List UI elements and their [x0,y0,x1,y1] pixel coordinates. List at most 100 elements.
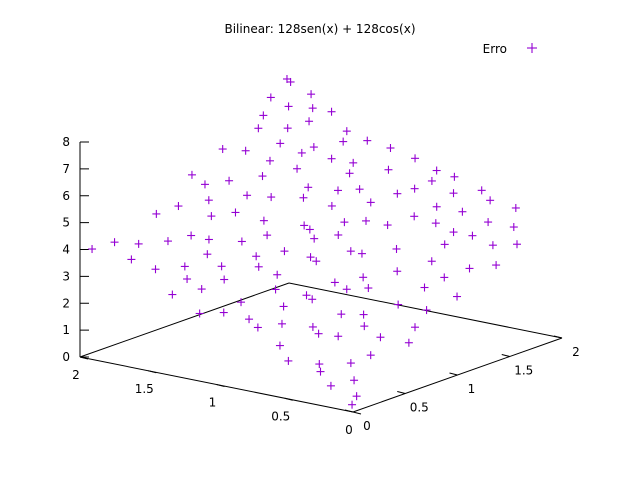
data-point [346,359,355,368]
data-point [440,273,449,282]
x-tick-label: 2 [72,368,80,382]
data-point [308,322,317,331]
data-point [265,156,274,165]
data-point [305,225,314,234]
y-tick-mark [449,372,458,376]
data-point [422,306,431,315]
data-point [306,253,315,262]
data-point [271,285,280,294]
data-point [225,176,234,185]
data-point [468,231,477,240]
data-point [492,261,501,270]
data-point [449,189,458,198]
data-point [168,290,177,299]
data-point [284,356,293,365]
z-tick-label: 1 [62,323,70,337]
data-point [259,111,268,120]
data-point [511,203,520,212]
data-point [427,176,436,185]
data-point [151,265,160,274]
base-back-edge-left [79,282,290,358]
data-point [187,231,196,240]
y-tick-label: 0 [363,419,371,433]
z-tick-label: 8 [62,135,70,149]
data-point [427,257,436,266]
data-point [237,298,246,307]
data-point [252,252,261,261]
legend-label: Erro [483,42,507,56]
data-point [366,351,375,360]
data-point [314,329,323,338]
data-point [245,315,254,324]
data-point [350,376,359,385]
data-point [309,143,318,152]
data-point [393,267,402,276]
data-point [263,231,272,240]
data-point [273,270,282,279]
z-tick-label: 0 [62,350,70,364]
x-tick-mark [216,384,225,387]
data-point [450,172,459,181]
data-point [362,216,370,225]
data-point [267,193,276,202]
data-point [88,245,97,254]
data-point [337,310,346,319]
data-point [348,400,357,409]
data-point [477,186,486,195]
data-point [352,392,361,401]
data-point [127,255,136,264]
data-point [218,145,227,154]
data-point [310,234,319,243]
data-point [355,185,364,194]
legend-marker [527,43,537,53]
data-point [110,238,119,247]
data-point [297,148,306,157]
legend: Erro [483,42,537,56]
x-tick-mark [352,411,362,415]
data-point [275,341,284,350]
data-point [432,202,441,211]
data-point [393,189,402,198]
data-point [327,201,336,210]
data-point [258,172,267,181]
data-point [243,191,252,200]
data-point [217,262,226,271]
data-point [359,310,368,319]
data-point [284,102,293,111]
y-tick-mark [344,409,354,413]
data-point [276,139,285,148]
data-point [449,228,458,237]
data-point [392,244,401,253]
data-point [187,170,196,179]
data-point [420,283,429,292]
data-point [411,154,420,163]
data-point [254,124,263,133]
data-point [134,239,143,248]
data-point [410,323,419,332]
data-point [231,208,240,217]
x-tick-label: 0 [345,423,353,437]
data-point [220,275,229,284]
data-point [404,338,413,347]
data-point [334,332,343,341]
data-point [333,186,342,195]
data-point [204,235,213,244]
z-tick-label: 4 [62,243,70,257]
y-tick-label: 0.5 [410,401,429,415]
data-points [88,74,521,409]
data-point [486,196,495,205]
data-point [237,237,246,246]
data-point [488,241,497,250]
data-point [254,262,263,271]
data-point [253,323,262,332]
data-point [383,221,392,230]
z-tick-label: 6 [62,189,70,203]
data-point [339,137,348,146]
data-point [197,285,206,294]
data-point [204,196,213,205]
z-tick-label: 2 [62,296,70,310]
data-point [384,165,393,174]
